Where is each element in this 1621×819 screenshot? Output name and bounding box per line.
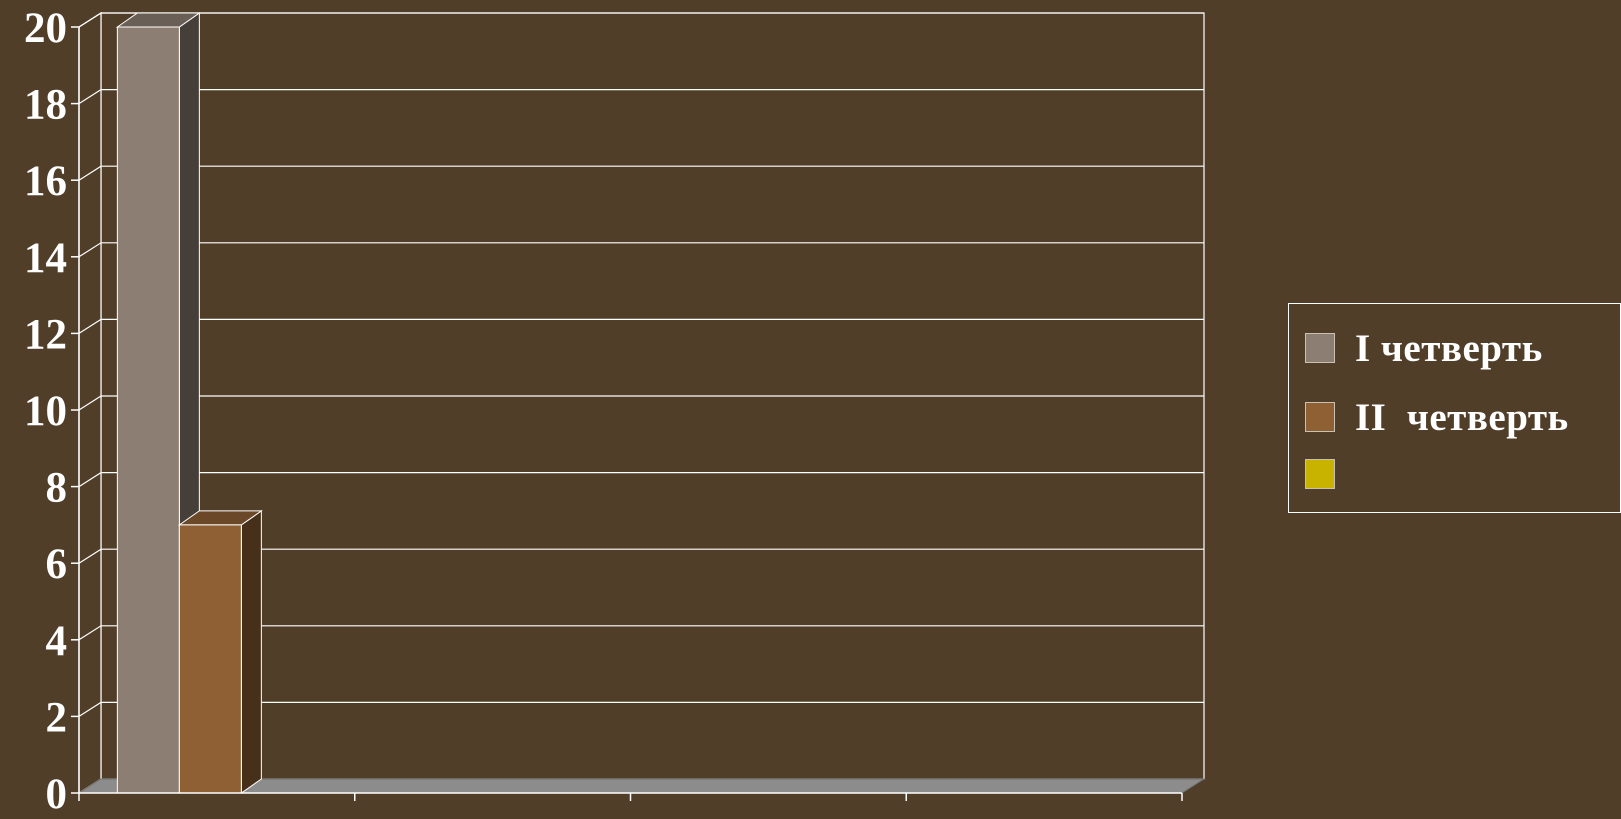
y-tick-label: 16	[24, 158, 67, 205]
y-tick-labels: 0 2 4 6 8 10 12 14 16 18 20	[24, 5, 67, 818]
legend: I четверть II четверть	[1288, 303, 1621, 513]
y-tick-label: 10	[24, 388, 67, 435]
gridline	[78, 242, 1204, 258]
legend-swatch-series-3	[1305, 459, 1335, 489]
y-tick-label: 20	[24, 5, 67, 52]
bar-side-face	[240, 509, 262, 794]
gridline	[78, 12, 1204, 28]
axes	[71, 26, 1183, 801]
gridline	[78, 548, 1204, 564]
gridline	[78, 701, 1204, 717]
y-tick-label: 2	[46, 694, 68, 741]
legend-label-series-1: I четверть	[1355, 326, 1543, 370]
bar-front-face	[116, 26, 180, 794]
bars	[115, 12, 263, 794]
y-tick-label: 4	[46, 618, 68, 665]
gridline	[78, 318, 1204, 334]
legend-item-series-3	[1305, 454, 1355, 494]
y-tick-label: 8	[46, 465, 68, 512]
y-tick-label: 14	[24, 235, 67, 282]
bar-front-face	[178, 524, 242, 794]
gridlines	[78, 12, 1204, 717]
y-tick-label: 12	[24, 311, 67, 358]
gridline	[78, 88, 1204, 105]
legend-swatch-series-2	[1305, 402, 1335, 432]
gridline	[78, 165, 1204, 181]
legend-item-series-1: I четверть	[1305, 326, 1543, 370]
legend-label-series-2: II четверть	[1355, 395, 1569, 439]
legend-swatch-series-1	[1305, 333, 1335, 363]
y-tick-label: 0	[46, 771, 68, 818]
gridline	[78, 625, 1204, 641]
legend-item-series-2: II четверть	[1305, 395, 1569, 439]
gridline	[78, 472, 1204, 488]
gridline	[78, 395, 1204, 411]
y-tick-label: 18	[24, 82, 67, 129]
bar-series-2-category-1	[177, 509, 263, 794]
y-tick-label: 6	[46, 541, 68, 588]
